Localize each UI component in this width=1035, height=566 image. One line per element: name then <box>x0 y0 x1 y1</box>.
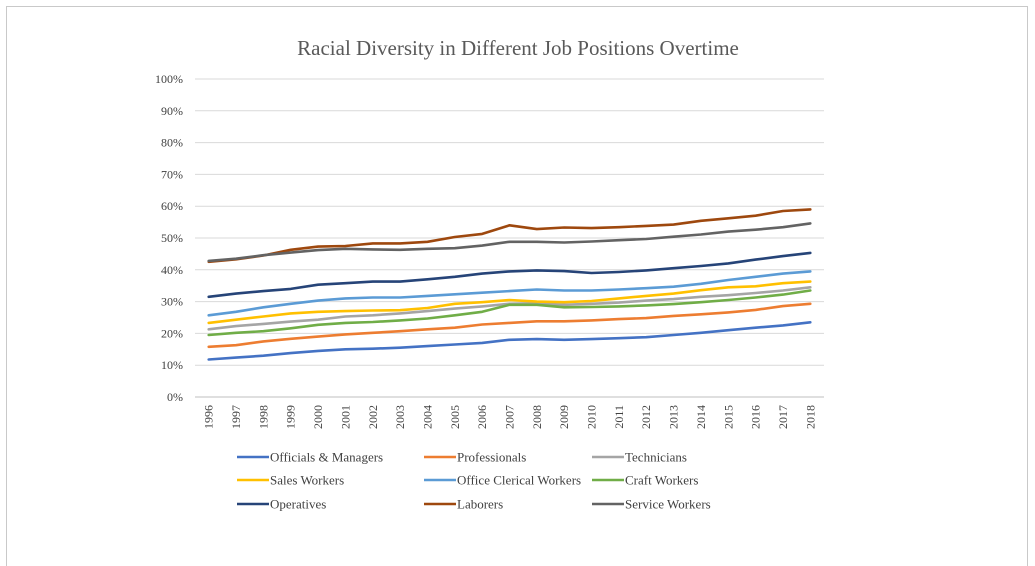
legend-item: Office Clerical Workers <box>424 473 581 488</box>
x-tick-label: 2009 <box>557 405 571 429</box>
series-line-service-workers <box>207 222 812 263</box>
legend-label: Laborers <box>457 497 503 512</box>
legend-label: Sales Workers <box>270 473 344 488</box>
y-axis-tick-labels: 0% 10% 20% 30% 40% 50% 60% 70% 80% 90% 100% <box>155 72 183 404</box>
x-tick-label: 2004 <box>420 405 434 429</box>
series-line-professionals <box>207 302 812 349</box>
series-line-operatives <box>207 251 812 299</box>
x-tick-label: 1997 <box>229 405 243 429</box>
legend-label: Service Workers <box>625 497 711 512</box>
x-tick-label: 2008 <box>530 405 544 429</box>
legend-label: Office Clerical Workers <box>457 473 581 488</box>
y-tick-label: 70% <box>161 167 183 181</box>
x-tick-label: 2016 <box>749 405 763 429</box>
y-tick-label: 50% <box>161 231 183 245</box>
x-tick-label: 1998 <box>256 405 270 429</box>
legend-label: Operatives <box>270 497 326 512</box>
y-tick-label: 60% <box>161 199 183 213</box>
y-tick-label: 80% <box>161 136 183 150</box>
x-tick-label: 2005 <box>448 405 462 429</box>
x-tick-label: 2013 <box>667 405 681 429</box>
series-line-craft-workers <box>207 289 812 337</box>
series-line-officials-managers <box>207 320 812 361</box>
legend-label: Technicians <box>625 450 687 465</box>
legend-item: Professionals <box>424 450 526 465</box>
legend-item: Laborers <box>424 497 503 512</box>
x-tick-label: 2014 <box>694 405 708 429</box>
series-line-laborers <box>207 208 812 264</box>
legend-label: Professionals <box>457 450 526 465</box>
x-tick-label: 1999 <box>284 405 298 429</box>
y-tick-label: 10% <box>161 358 183 372</box>
series-line-office-clerical-workers <box>207 270 812 317</box>
y-tick-label: 0% <box>167 390 183 404</box>
x-tick-label: 2007 <box>503 405 517 429</box>
x-tick-label: 2003 <box>393 405 407 429</box>
y-tick-label: 40% <box>161 263 183 277</box>
x-tick-label: 2002 <box>366 405 380 429</box>
x-axis-tick-labels: 1996 1997 1998 1999 2000 2001 2002 2003 2004 2005… <box>202 405 818 429</box>
series-line-sales-workers <box>207 280 812 325</box>
legend-item: Craft Workers <box>592 473 698 488</box>
legend: Officials & Managers Professionals Technic… <box>237 450 711 512</box>
legend-label: Officials & Managers <box>270 450 383 465</box>
y-tick-label: 30% <box>161 295 183 309</box>
x-tick-label: 2001 <box>338 405 352 429</box>
legend-item: Technicians <box>592 450 687 465</box>
gridlines <box>195 78 824 398</box>
legend-item: Operatives <box>237 497 326 512</box>
legend-item: Officials & Managers <box>237 450 383 465</box>
x-tick-label: 2010 <box>585 405 599 429</box>
x-tick-label: 2012 <box>639 405 653 429</box>
y-tick-label: 100% <box>155 72 183 86</box>
x-tick-label: 2018 <box>803 405 817 429</box>
series-lines <box>207 208 812 361</box>
line-chart: Racial Diversity in Different Job Positi… <box>155 36 824 512</box>
x-tick-label: 2006 <box>475 405 489 429</box>
x-tick-label: 2000 <box>311 405 325 429</box>
legend-label: Craft Workers <box>625 473 698 488</box>
legend-item: Sales Workers <box>237 473 344 488</box>
legend-item: Service Workers <box>592 497 711 512</box>
x-tick-label: 2017 <box>776 405 790 429</box>
y-tick-label: 90% <box>161 104 183 118</box>
x-tick-label: 2011 <box>612 405 626 429</box>
y-tick-label: 20% <box>161 326 183 340</box>
x-tick-label: 1996 <box>202 405 216 429</box>
chart-title: Racial Diversity in Different Job Positi… <box>297 36 739 60</box>
chart-frame: Racial Diversity in Different Job Positi… <box>6 6 1028 566</box>
x-tick-label: 2015 <box>721 405 735 429</box>
